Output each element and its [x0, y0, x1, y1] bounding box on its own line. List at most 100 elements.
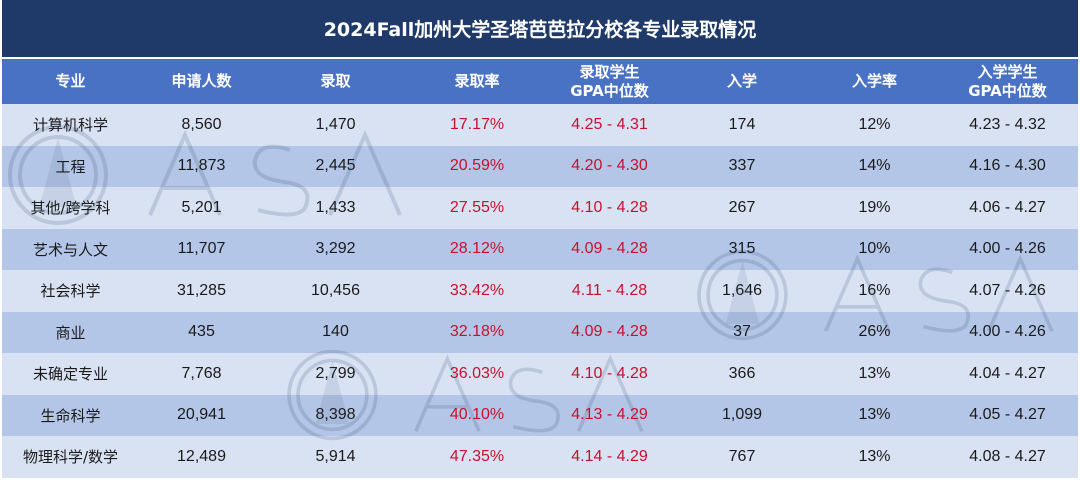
table-cell: 31,285 — [177, 281, 226, 299]
table-cell: 4.11 - 4.28 — [571, 281, 648, 299]
table-cell: 8,398 — [315, 406, 356, 424]
column-header-text: 入学 — [726, 72, 757, 90]
table-cell: 4.04 - 4.27 — [969, 364, 1046, 382]
table-cell: 5,201 — [181, 198, 222, 216]
table-cell: 4.14 - 4.29 — [571, 447, 648, 465]
table-cell: 267 — [728, 198, 756, 216]
column-header: 录取学生 GPA中位数 — [547, 59, 672, 104]
row-label-cell: 计算机科学 — [32, 116, 108, 135]
table-cell: 27.55% — [449, 198, 505, 216]
column-header: 入学率 — [812, 59, 937, 104]
column-header-text: 入学学生 — [977, 62, 1038, 81]
table-cell: 4.08 - 4.27 — [969, 447, 1046, 465]
row-label-cell: 商业 — [55, 323, 86, 342]
table-row: 其他/跨学科 5,201 1,433 27.55% 4.10 - 4.28 267 19% 4… — [2, 187, 1078, 229]
table-row: 社会科学 31,285 10,456 33.42% 4.11 - 4.28 1,646 16… — [2, 270, 1078, 312]
column-header-text: 申请人数 — [171, 72, 232, 90]
table-cell: 47.35% — [449, 447, 505, 465]
table-cell: 12% — [858, 115, 891, 133]
table-cell: 4.09 - 4.28 — [571, 240, 648, 258]
table-cell: 17.17% — [449, 115, 505, 133]
table-cell: 20.59% — [449, 157, 505, 175]
table-cell: 12,489 — [177, 447, 226, 465]
table-cell: 32.18% — [449, 323, 505, 341]
table-cell: 2,445 — [315, 157, 356, 175]
table-row: 计算机科学 8,560 1,470 17.17% 4.25 - 4.31 174 12% 4.… — [2, 104, 1078, 146]
table-cell: 4.16 - 4.30 — [969, 157, 1046, 175]
table-cell: 5,914 — [315, 447, 356, 465]
row-label-cell: 艺术与人文 — [32, 240, 108, 259]
column-header-text: 录取率 — [454, 72, 500, 90]
table-cell: 14% — [858, 157, 891, 175]
table-cell: 7,768 — [181, 364, 222, 382]
row-label-cell: 未确定专业 — [32, 365, 108, 384]
table-row: 未确定专业 7,768 2,799 36.03% 4.10 - 4.28 366 13% 4.… — [2, 353, 1078, 395]
column-header-text: 专业 — [55, 72, 86, 90]
table-title-text: 2024Fall加州大学圣塔芭芭拉分校各专业录取情况 — [323, 19, 757, 41]
table-cell: 315 — [728, 240, 756, 258]
column-header: 入学学生 GPA中位数 — [937, 59, 1078, 104]
table-cell: 435 — [188, 323, 215, 341]
table-cell: 16% — [858, 281, 891, 299]
table-cell: 1,470 — [315, 115, 356, 133]
column-header: 申请人数 — [139, 59, 264, 104]
table-cell: 4.23 - 4.32 — [969, 115, 1046, 133]
table-row: 商业 435 140 32.18% 4.09 - 4.28 37 26% 4.00 - 4.2… — [2, 311, 1078, 353]
table-row: 生命科学 20,941 8,398 40.10% 4.13 - 4.29 1,099 13%… — [2, 394, 1078, 436]
table-cell: 20,941 — [177, 406, 226, 424]
table-cell: 1,099 — [721, 406, 763, 424]
table-row: 物理科学/数学 12,489 5,914 47.35% 4.14 - 4.29 767 13… — [2, 436, 1078, 478]
table-cell: 11,707 — [177, 240, 226, 258]
table-cell: 4.10 - 4.28 — [571, 198, 648, 216]
table-cell: 4.00 - 4.26 — [969, 323, 1046, 341]
table-cell: 4.10 - 4.28 — [571, 364, 648, 382]
column-header-text: GPA中位数 — [968, 81, 1047, 100]
table-cell: 4.09 - 4.28 — [571, 323, 648, 341]
row-label-cell: 生命科学 — [40, 406, 101, 425]
table-cell: 4.13 - 4.29 — [571, 406, 648, 424]
table-body: 计算机科学 8,560 1,470 17.17% 4.25 - 4.31 174 12% 4.… — [2, 104, 1078, 478]
table-cell: 4.07 - 4.26 — [969, 281, 1046, 299]
table-cell: 1,646 — [721, 281, 763, 299]
table-cell: 28.12% — [449, 240, 505, 258]
table-cell: 4.06 - 4.27 — [969, 198, 1046, 216]
row-label-cell: 物理科学/数学 — [22, 448, 119, 467]
column-header-text: 录取 — [320, 72, 351, 90]
row-label-cell: 社会科学 — [40, 282, 101, 301]
row-label-cell: 工程 — [55, 157, 86, 176]
table-title: 2024Fall加州大学圣塔芭芭拉分校各专业录取情况 — [2, 0, 1078, 57]
table-cell: 26% — [858, 323, 891, 341]
table-cell: 8,560 — [181, 115, 222, 133]
table-cell: 337 — [728, 157, 756, 175]
table-cell: 10,456 — [311, 281, 360, 299]
table-cell: 11,873 — [177, 157, 226, 175]
table-cell: 19% — [858, 198, 891, 216]
table-row: 工程 11,873 2,445 20.59% 4.20 - 4.30 337 14% 4.16… — [2, 145, 1078, 187]
column-header-text: 录取学生 — [579, 62, 640, 81]
table-cell: 4.05 - 4.27 — [969, 406, 1046, 424]
table-cell: 174 — [728, 115, 756, 133]
table-cell: 13% — [858, 364, 891, 382]
column-header-text: 入学率 — [851, 72, 897, 90]
column-header: 录取率 — [407, 59, 547, 104]
table-cell: 33.42% — [449, 281, 505, 299]
column-header: 录取 — [264, 59, 407, 104]
column-header: 入学 — [672, 59, 812, 104]
table-cell: 140 — [322, 323, 349, 341]
table-cell: 767 — [728, 447, 756, 465]
table-cell: 37 — [733, 323, 751, 341]
table-header-row: 专业 申请人数 录取 录取率 录取学生 GPA中位数 入学 入学率 入学学生 GPA中位数 — [2, 59, 1078, 104]
table-cell: 4.20 - 4.30 — [571, 157, 648, 175]
table-cell: 40.10% — [449, 406, 505, 424]
column-header: 专业 — [2, 59, 139, 104]
table-cell: 36.03% — [449, 364, 505, 382]
table-cell: 366 — [728, 364, 756, 382]
column-header-text: GPA中位数 — [570, 81, 649, 100]
table-cell: 13% — [858, 447, 891, 465]
row-label-cell: 其他/跨学科 — [30, 199, 111, 218]
table-cell: 2,799 — [315, 364, 356, 382]
table-cell: 4.25 - 4.31 — [571, 115, 648, 133]
table-cell: 13% — [858, 406, 891, 424]
table-cell: 10% — [858, 240, 891, 258]
